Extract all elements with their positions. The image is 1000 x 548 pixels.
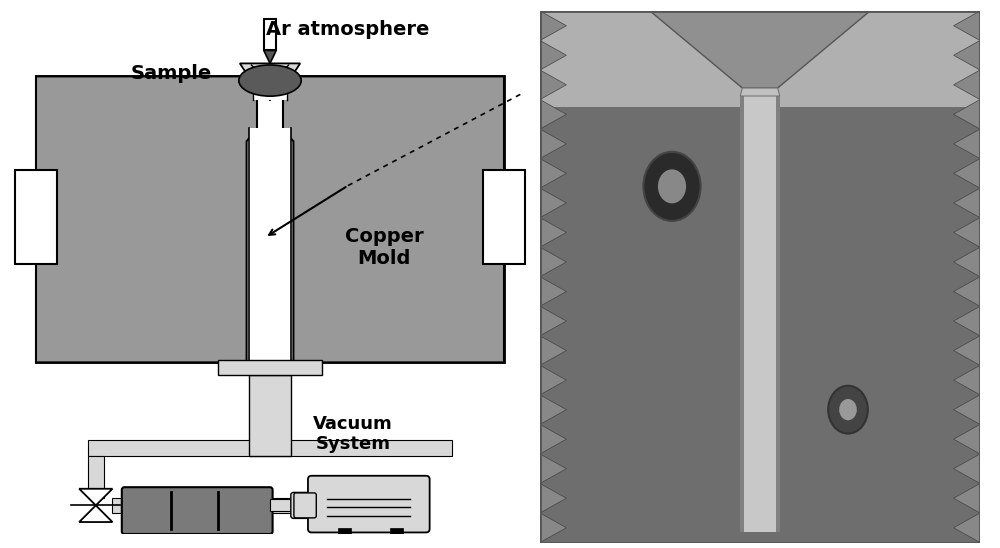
Polygon shape bbox=[36, 76, 257, 362]
Polygon shape bbox=[540, 483, 566, 513]
Bar bbox=[218, 360, 322, 375]
Polygon shape bbox=[954, 483, 980, 513]
Polygon shape bbox=[954, 70, 980, 100]
FancyBboxPatch shape bbox=[294, 493, 316, 518]
Text: Sample: Sample bbox=[131, 64, 212, 83]
Polygon shape bbox=[954, 41, 980, 70]
Polygon shape bbox=[650, 11, 870, 88]
Polygon shape bbox=[954, 277, 980, 306]
FancyBboxPatch shape bbox=[291, 493, 309, 518]
Bar bbox=[249, 128, 291, 362]
Bar bbox=[249, 375, 291, 456]
Polygon shape bbox=[540, 41, 566, 70]
Polygon shape bbox=[540, 11, 566, 41]
Polygon shape bbox=[954, 424, 980, 454]
Text: Vacuum
System: Vacuum System bbox=[313, 415, 393, 453]
Circle shape bbox=[839, 399, 857, 420]
Bar bbox=[112, 498, 398, 513]
Polygon shape bbox=[540, 424, 566, 454]
Bar bbox=[253, 76, 287, 100]
Bar bbox=[15, 170, 57, 264]
Bar bbox=[390, 528, 403, 534]
Polygon shape bbox=[540, 513, 566, 543]
FancyBboxPatch shape bbox=[308, 476, 430, 533]
Text: Ar atmosphere: Ar atmosphere bbox=[266, 20, 430, 39]
Polygon shape bbox=[240, 64, 300, 82]
Bar bbox=[88, 441, 452, 456]
Polygon shape bbox=[954, 218, 980, 247]
Bar bbox=[338, 528, 351, 534]
Polygon shape bbox=[954, 336, 980, 366]
Polygon shape bbox=[954, 513, 980, 543]
Bar bbox=[744, 96, 776, 532]
Bar bbox=[36, 76, 504, 362]
Polygon shape bbox=[540, 395, 566, 424]
Polygon shape bbox=[540, 247, 566, 277]
Bar bbox=[270, 499, 296, 511]
Circle shape bbox=[828, 386, 868, 433]
Polygon shape bbox=[79, 489, 112, 505]
Circle shape bbox=[643, 152, 701, 221]
Polygon shape bbox=[954, 100, 980, 129]
Polygon shape bbox=[954, 395, 980, 424]
Polygon shape bbox=[79, 505, 112, 522]
Polygon shape bbox=[540, 188, 566, 218]
Polygon shape bbox=[540, 100, 566, 129]
Polygon shape bbox=[540, 218, 566, 247]
Polygon shape bbox=[954, 366, 980, 395]
Polygon shape bbox=[540, 277, 566, 306]
Polygon shape bbox=[954, 11, 980, 41]
Bar bbox=[88, 456, 104, 498]
Bar bbox=[483, 170, 525, 264]
Polygon shape bbox=[540, 454, 566, 483]
Polygon shape bbox=[540, 70, 566, 100]
Polygon shape bbox=[954, 454, 980, 483]
Polygon shape bbox=[540, 366, 566, 395]
Bar bbox=[540, 11, 980, 107]
Ellipse shape bbox=[239, 65, 301, 96]
Polygon shape bbox=[954, 129, 980, 158]
Polygon shape bbox=[954, 247, 980, 277]
Polygon shape bbox=[283, 76, 504, 362]
Polygon shape bbox=[954, 158, 980, 188]
Bar bbox=[264, 19, 276, 50]
Text: Copper
Mold: Copper Mold bbox=[345, 227, 424, 269]
Polygon shape bbox=[540, 129, 566, 158]
Polygon shape bbox=[264, 50, 276, 64]
Polygon shape bbox=[954, 306, 980, 336]
Polygon shape bbox=[540, 336, 566, 366]
Polygon shape bbox=[247, 76, 293, 100]
Bar bbox=[740, 96, 780, 532]
Polygon shape bbox=[540, 158, 566, 188]
Polygon shape bbox=[740, 88, 780, 96]
Polygon shape bbox=[954, 188, 980, 218]
FancyBboxPatch shape bbox=[122, 487, 273, 534]
Polygon shape bbox=[540, 306, 566, 336]
Circle shape bbox=[658, 169, 686, 203]
